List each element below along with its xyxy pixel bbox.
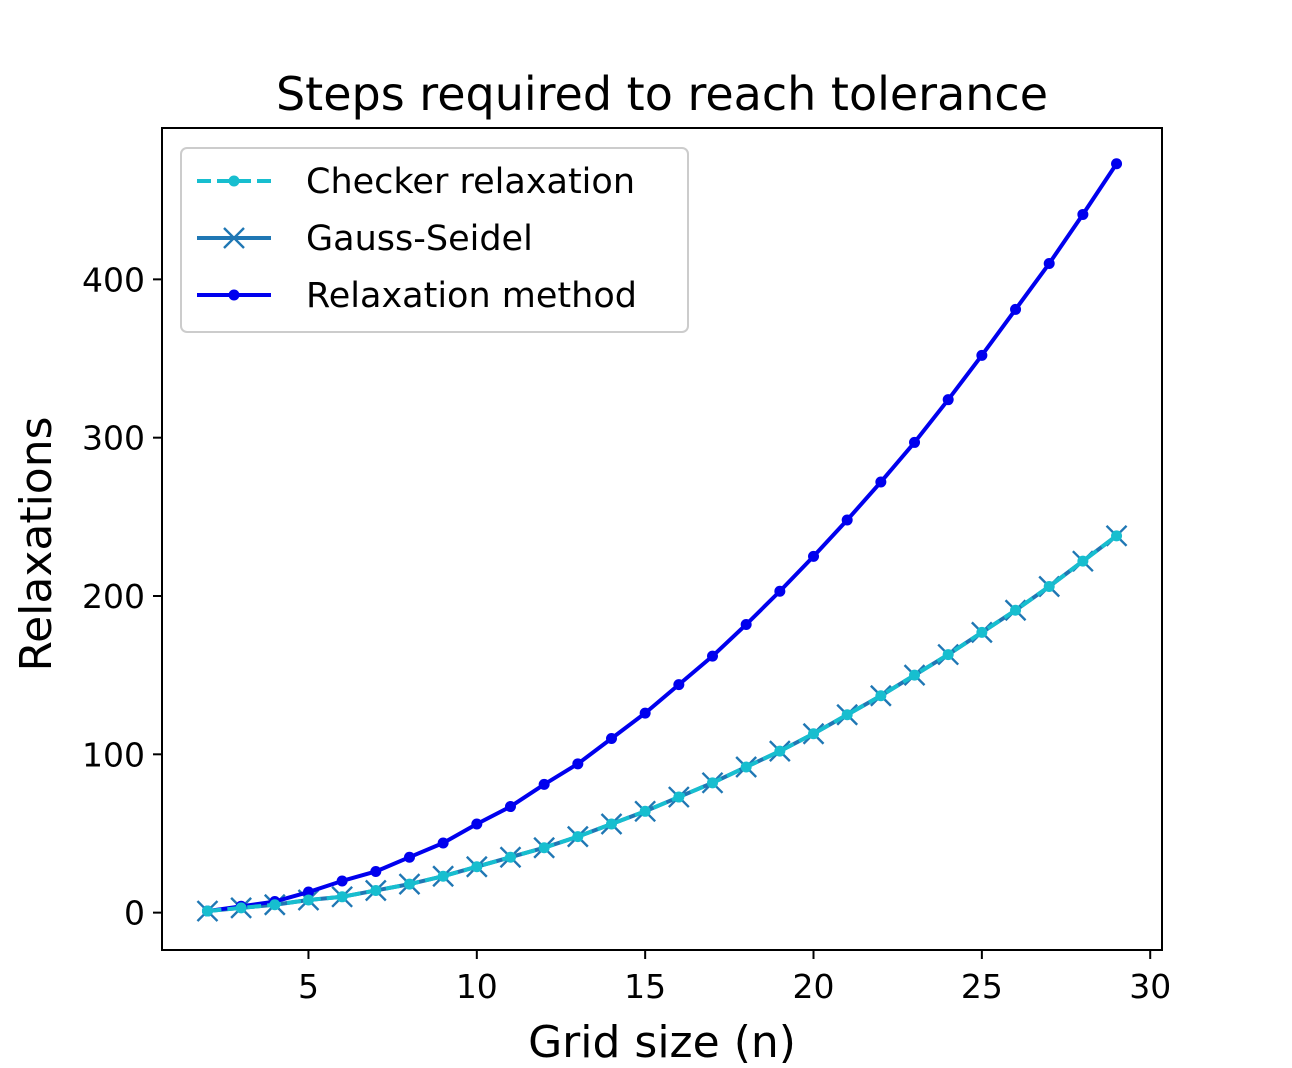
y-axis-label: Relaxations [11, 416, 62, 671]
legend-marker [228, 175, 240, 187]
plot-area [196, 158, 1128, 922]
data-point [976, 626, 988, 638]
data-point [875, 476, 887, 488]
data-point [740, 761, 752, 773]
data-point [605, 732, 617, 744]
data-point [370, 884, 382, 896]
data-point [471, 861, 483, 873]
series-1 [196, 524, 1128, 922]
data-point [808, 728, 820, 740]
data-point [875, 690, 887, 702]
data-point [235, 902, 247, 914]
x-tick-label: 25 [961, 967, 1003, 1006]
y-tick-label: 0 [124, 894, 145, 933]
data-point [942, 394, 954, 406]
data-point [336, 891, 348, 903]
data-point [707, 650, 719, 662]
data-point [471, 818, 483, 830]
data-point [538, 842, 550, 854]
y-tick-label: 400 [82, 260, 145, 299]
data-point [504, 801, 516, 813]
data-point [909, 436, 921, 448]
x-axis-label: Grid size (n) [528, 1017, 796, 1068]
series-line [207, 534, 1118, 914]
data-point [302, 894, 314, 906]
data-point [774, 745, 786, 757]
data-point [909, 669, 921, 681]
x-tick-label: 30 [1129, 967, 1171, 1006]
data-point [841, 709, 853, 721]
legend-item: Relaxation method [197, 276, 637, 316]
y-tick-label: 300 [82, 419, 145, 458]
data-point [504, 851, 516, 863]
data-point [403, 851, 415, 863]
data-point [403, 878, 415, 890]
legend-label: Gauss-Seidel [306, 219, 533, 259]
plot-frame [161, 127, 1163, 951]
data-point [639, 805, 651, 817]
data-point [538, 778, 550, 790]
legend: Checker relaxation Gauss-Seidel Relaxation… [180, 147, 689, 333]
data-point [1043, 258, 1055, 270]
x-tick-label: 15 [624, 967, 666, 1006]
data-point [707, 777, 719, 789]
legend-marker [223, 227, 245, 249]
y-tick-label: 200 [82, 577, 145, 616]
series-line [207, 534, 1118, 914]
legend-marker [228, 289, 240, 301]
data-point [1010, 604, 1022, 616]
data-point [942, 649, 954, 661]
data-point [673, 679, 685, 691]
data-point [302, 886, 314, 898]
x-axis: 5 10 15 20 25 30 [298, 950, 1171, 1006]
data-point [976, 349, 988, 361]
data-point [201, 905, 213, 917]
data-point [1111, 158, 1123, 170]
data-point [269, 899, 281, 911]
series-line [207, 162, 1119, 914]
data-point [572, 831, 584, 843]
data-point [605, 818, 617, 830]
legend-item: Checker relaxation [197, 162, 635, 202]
legend-item: Gauss-Seidel [197, 219, 533, 259]
data-point [1043, 580, 1055, 592]
data-point [437, 837, 449, 849]
x-tick-label: 20 [793, 967, 835, 1006]
legend-box [180, 147, 689, 333]
data-point [639, 707, 651, 719]
data-point [841, 514, 853, 526]
data-point [437, 870, 449, 882]
data-point [774, 585, 786, 597]
data-point [740, 618, 752, 630]
chart-title: Steps required to reach tolerance [276, 67, 1048, 121]
data-point [673, 791, 685, 803]
y-axis: 0 100 200 300 400 [82, 260, 162, 933]
data-point [1010, 303, 1022, 315]
data-point [1077, 555, 1089, 567]
x-tick-label: 10 [456, 967, 498, 1006]
data-point [572, 758, 584, 770]
data-point [370, 865, 382, 877]
data-point [1111, 530, 1123, 542]
data-point [1077, 208, 1089, 220]
legend-label: Relaxation method [306, 276, 637, 316]
y-tick-label: 100 [82, 735, 145, 774]
legend-label: Checker relaxation [306, 162, 635, 202]
series-0 [201, 530, 1123, 917]
x-tick-label: 5 [298, 967, 319, 1006]
data-point [808, 550, 820, 562]
data-point [336, 875, 348, 887]
